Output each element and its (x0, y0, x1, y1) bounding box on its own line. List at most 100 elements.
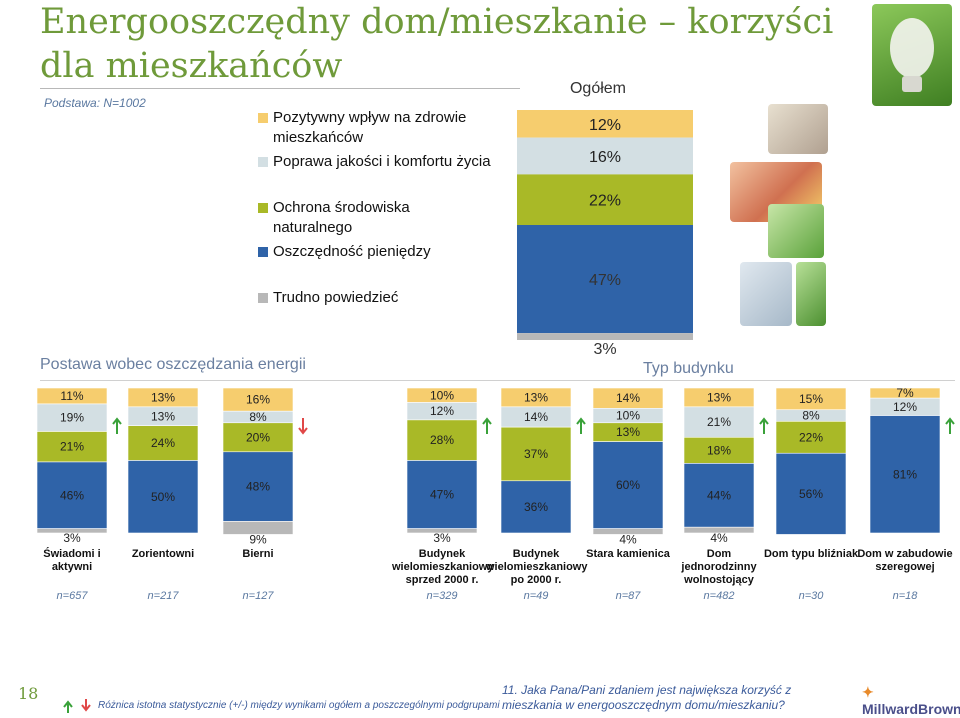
legend-label: Poprawa jakości i komfortu życia (273, 153, 491, 170)
data-label: 11% (60, 389, 83, 403)
legend-item-health: Pozytywny wpływ na zdrowie mieszkańców (258, 108, 493, 148)
legend-swatch (258, 157, 268, 167)
data-label: 60% (616, 478, 640, 492)
data-label: 3% (63, 531, 81, 545)
data-label: 44% (707, 488, 731, 502)
significance-up-arrow (482, 417, 492, 434)
legend-item-environment: Ochrona środowiska naturalnego (258, 198, 433, 238)
data-label: 81% (893, 467, 917, 481)
data-label: 13% (616, 425, 640, 439)
data-label: 8% (249, 410, 267, 424)
photo-bulb (872, 4, 952, 106)
overall-data-label: 22% (589, 193, 621, 210)
section-rule (540, 380, 955, 381)
page-number: 18 (18, 684, 39, 703)
overall-chart-title: Ogółem (570, 80, 626, 97)
data-label: 10% (616, 409, 640, 423)
significance-legend-icon (63, 699, 91, 713)
data-label: 46% (60, 488, 84, 502)
data-label: 13% (151, 409, 175, 423)
logo-mark-icon: ✦ (862, 684, 874, 700)
data-label: 14% (616, 391, 640, 405)
bar-segment (406, 419, 478, 461)
data-label: 28% (430, 433, 454, 447)
sample-size-label: n=217 (147, 590, 179, 602)
sample-size-label: n=127 (242, 590, 274, 602)
overall-bar-segment (517, 110, 693, 138)
category-label: Dom typu bliźniak (763, 548, 859, 560)
overall-data-label: 12% (589, 117, 621, 134)
data-label: 7% (896, 386, 914, 400)
data-label: 19% (60, 411, 84, 425)
data-label: 50% (151, 490, 175, 504)
photo-piggy-bank (740, 262, 792, 326)
data-label: 15% (799, 392, 823, 406)
bar-segment (500, 480, 572, 534)
bar-segment (406, 460, 478, 529)
overall-bar-segment (517, 174, 693, 225)
data-label: 10% (430, 388, 454, 402)
significance-up-arrow (945, 417, 955, 434)
significance-down-arrow (298, 418, 308, 435)
data-label: 37% (524, 447, 548, 461)
overall-bar-segment (517, 225, 693, 334)
data-label: 12% (430, 404, 454, 418)
overall-data-label: 16% (589, 149, 621, 166)
bar-segment (592, 528, 664, 535)
data-label: 13% (151, 390, 175, 404)
data-label: 21% (60, 440, 84, 454)
legend-label: Ochrona środowiska naturalnego (273, 199, 410, 236)
data-label: 21% (707, 415, 731, 429)
data-label: 20% (246, 430, 270, 444)
significance-up-arrow (759, 417, 769, 434)
significance-up-arrow (112, 417, 122, 434)
overall-bar-segment (517, 137, 693, 175)
category-label: Zorientowni (131, 548, 195, 560)
category-label: Dom jednorodzinny wolnostojący (681, 548, 757, 586)
photo-globe (768, 204, 824, 258)
bulb-icon (890, 18, 934, 92)
legend-swatch (258, 293, 268, 303)
logo-text: MillwardBrown (862, 701, 960, 717)
bar-segment (683, 406, 755, 438)
section-building-label: Typ budynku (643, 360, 734, 377)
title-rule (40, 88, 520, 89)
category-label: Bierni (242, 548, 274, 560)
bar-segment (775, 421, 847, 454)
data-label: 9% (249, 532, 267, 546)
bar-segment (683, 526, 755, 534)
data-label: 47% (430, 488, 454, 502)
bar-segment (683, 436, 755, 464)
sample-size-label: n=482 (703, 590, 735, 602)
data-label: 8% (802, 409, 820, 423)
category-label: Świadomi i aktywni (43, 548, 101, 573)
data-label: 4% (619, 532, 637, 546)
legend-item-comfort: Poprawa jakości i komfortu życia (258, 152, 513, 172)
data-label: 36% (524, 500, 548, 514)
legend-item-dont-know: Trudno powiedzieć (258, 288, 473, 308)
legend-swatch (258, 113, 268, 123)
category-label: Budynek wielomieszkaniowy sprzed 2000 r. (392, 548, 494, 586)
bar-segment (36, 528, 108, 534)
bar-segment (222, 521, 294, 535)
legend-label: Trudno powiedzieć (273, 289, 399, 306)
legend-swatch (258, 247, 268, 257)
page-title: Energooszczędny dom/mieszkanie – korzyśc… (40, 2, 834, 86)
photo-grass (796, 262, 826, 326)
data-label: 24% (151, 436, 175, 450)
data-label: 12% (893, 400, 917, 414)
bar-segment (406, 528, 478, 534)
category-label: Dom w zabudowie szeregowej (857, 548, 953, 573)
legend-label: Pozytywny wpływ na zdrowie mieszkańców (273, 109, 467, 146)
base-note: Podstawa: N=1002 (44, 96, 146, 110)
photo-couple (768, 104, 828, 154)
sample-size-label: n=49 (523, 590, 549, 602)
sample-size-label: n=329 (426, 590, 458, 602)
category-label: Budynek wielomieszkaniowy po 2000 r. (486, 548, 588, 586)
brand-logo: ✦ MillwardBrown (862, 684, 960, 717)
overall-bar-segment (517, 333, 693, 340)
subgroup-chart: 11% 19% 21% 46% 3% 13% 13% 24% 50% 16% 8% 20% 48% 9% 1… (36, 386, 955, 546)
data-label: 13% (707, 390, 731, 404)
data-label: 56% (799, 487, 823, 501)
